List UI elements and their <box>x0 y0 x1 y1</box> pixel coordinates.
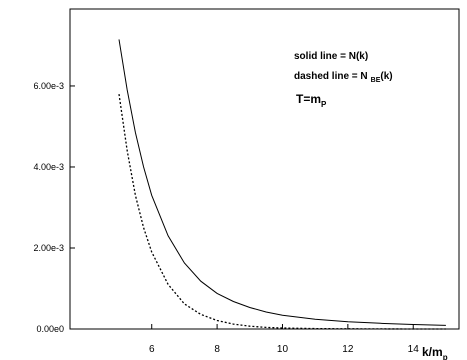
y-tick-label: 0.00e0 <box>36 324 64 334</box>
x-tick-label: 8 <box>214 344 220 355</box>
legend-dashed-sub: BE <box>371 77 381 84</box>
series-group <box>118 39 446 330</box>
x-axis-label: k/mp <box>422 345 448 360</box>
y-tick-label: 6.00e-3 <box>33 81 64 91</box>
x-tick-label: 12 <box>342 344 354 355</box>
legend-dashed-text: dashed line = N BE(k) <box>294 71 393 84</box>
temperature-label: T=mP <box>296 92 327 109</box>
temperature-sub: P <box>321 100 327 109</box>
y-tick-label: 4.00e-3 <box>33 162 64 172</box>
series-line-dashed <box>118 94 446 330</box>
legend-solid-text: solid line = N(k) <box>294 51 368 62</box>
series-line-solid <box>118 39 446 326</box>
legend-dashed-main: dashed line = N <box>294 71 368 82</box>
x-tick-label: 14 <box>408 344 420 355</box>
x-axis-label-main: k/m <box>422 345 443 359</box>
x-axis-label-sub: p <box>443 353 448 360</box>
legend-dashed-tail: (k) <box>380 71 392 82</box>
plot-frame <box>69 8 460 330</box>
x-tick-label: 10 <box>277 344 289 355</box>
x-tick-label: 6 <box>149 344 155 355</box>
temperature-main: T=m <box>296 92 321 106</box>
y-tick-label: 2.00e-3 <box>33 243 64 253</box>
y-axis-ticks: 0.00e0 2.00e-3 4.00e-3 6.00e-3 <box>33 81 75 334</box>
